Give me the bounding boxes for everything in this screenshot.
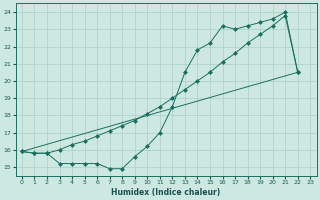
X-axis label: Humidex (Indice chaleur): Humidex (Indice chaleur) (111, 188, 221, 197)
